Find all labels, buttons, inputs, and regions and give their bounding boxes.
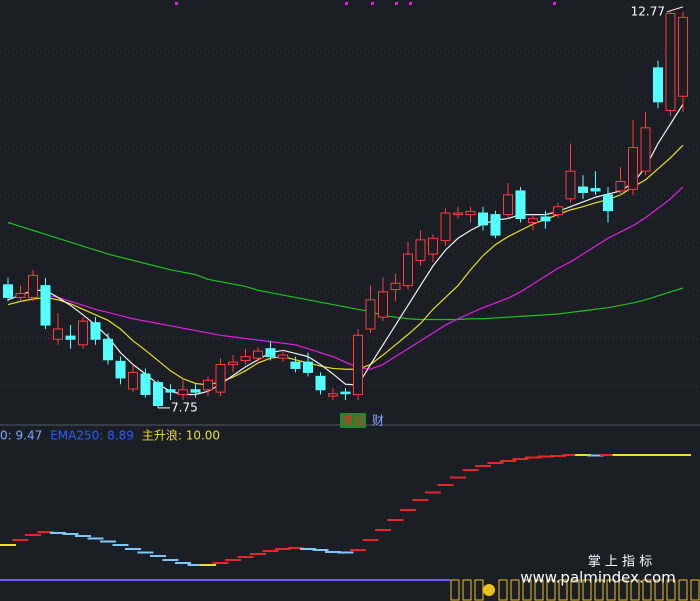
candle-body bbox=[278, 354, 288, 359]
candle-body bbox=[678, 16, 688, 97]
candle-body bbox=[390, 282, 401, 291]
candle-body bbox=[365, 299, 376, 330]
candle-body bbox=[103, 338, 113, 361]
candle-body bbox=[515, 190, 526, 220]
signal-box bbox=[340, 413, 366, 428]
watermark-url: www.palmindex.com bbox=[520, 569, 676, 587]
candle-body bbox=[490, 214, 501, 236]
annotation-label: 12.77 bbox=[631, 4, 665, 18]
indicator-label: 主升浪: 10.00 bbox=[142, 428, 220, 443]
candle-body bbox=[340, 391, 351, 395]
candle-body bbox=[465, 210, 476, 216]
ma-line bbox=[7, 221, 684, 321]
candle-body bbox=[128, 371, 138, 390]
candle-body bbox=[590, 188, 601, 192]
ma-line bbox=[7, 103, 684, 396]
candle-body bbox=[303, 361, 313, 373]
signal-label: 减涨 bbox=[341, 413, 365, 428]
candle-body bbox=[403, 253, 413, 287]
candle-body bbox=[328, 393, 338, 397]
candle-body bbox=[265, 348, 276, 358]
candle-body bbox=[203, 379, 213, 391]
candle-body bbox=[353, 334, 363, 395]
candle-body bbox=[578, 186, 588, 194]
candle-body bbox=[228, 361, 238, 366]
candle-body bbox=[290, 361, 301, 369]
candle-body bbox=[65, 335, 76, 340]
candle-body bbox=[53, 328, 63, 340]
indicator-label: 0: 9.47 bbox=[0, 429, 42, 443]
candle-body bbox=[478, 212, 488, 226]
top-dots bbox=[175, 2, 556, 5]
candle-body bbox=[565, 170, 576, 200]
candle-body bbox=[28, 274, 38, 298]
candle-body bbox=[553, 206, 563, 216]
ma-line bbox=[45, 186, 684, 370]
candle-body bbox=[78, 320, 88, 346]
candle-body bbox=[140, 373, 151, 395]
candle-body bbox=[603, 194, 613, 212]
indicator-label: EMA250: 8.89 bbox=[50, 429, 134, 443]
candle-body bbox=[415, 239, 426, 261]
candle-body bbox=[528, 218, 538, 223]
candle-body bbox=[253, 350, 263, 359]
coin-icon bbox=[483, 584, 495, 596]
candle-body bbox=[215, 364, 226, 393]
candle-body bbox=[640, 127, 651, 172]
candle-body bbox=[428, 237, 438, 255]
candle-body bbox=[440, 212, 451, 242]
ma-line bbox=[7, 144, 684, 386]
candle-body bbox=[378, 291, 388, 318]
candle-body bbox=[40, 285, 51, 326]
annotation-arrow bbox=[666, 6, 684, 13]
candle-body bbox=[153, 382, 163, 407]
candle-body bbox=[115, 360, 126, 379]
candle-body bbox=[665, 12, 676, 111]
candle-body bbox=[503, 194, 513, 216]
candle-body bbox=[315, 375, 326, 391]
bottom-boxes bbox=[450, 579, 700, 601]
candle-body bbox=[628, 147, 638, 190]
watermark-title: 掌 上 指 标 bbox=[588, 555, 652, 570]
signal-label: 财 bbox=[372, 414, 384, 428]
candle-body bbox=[15, 292, 26, 298]
candle-body bbox=[178, 389, 188, 395]
candle-body bbox=[653, 67, 663, 103]
candle-body bbox=[90, 322, 101, 340]
candle-body bbox=[165, 389, 176, 393]
candle-body bbox=[453, 212, 463, 216]
candle-body bbox=[540, 216, 551, 222]
candle-body bbox=[190, 389, 201, 393]
annotation-label: 7.75 bbox=[171, 400, 198, 414]
candle-body bbox=[240, 356, 251, 362]
candle-body bbox=[615, 180, 626, 192]
candle-body bbox=[3, 284, 13, 298]
